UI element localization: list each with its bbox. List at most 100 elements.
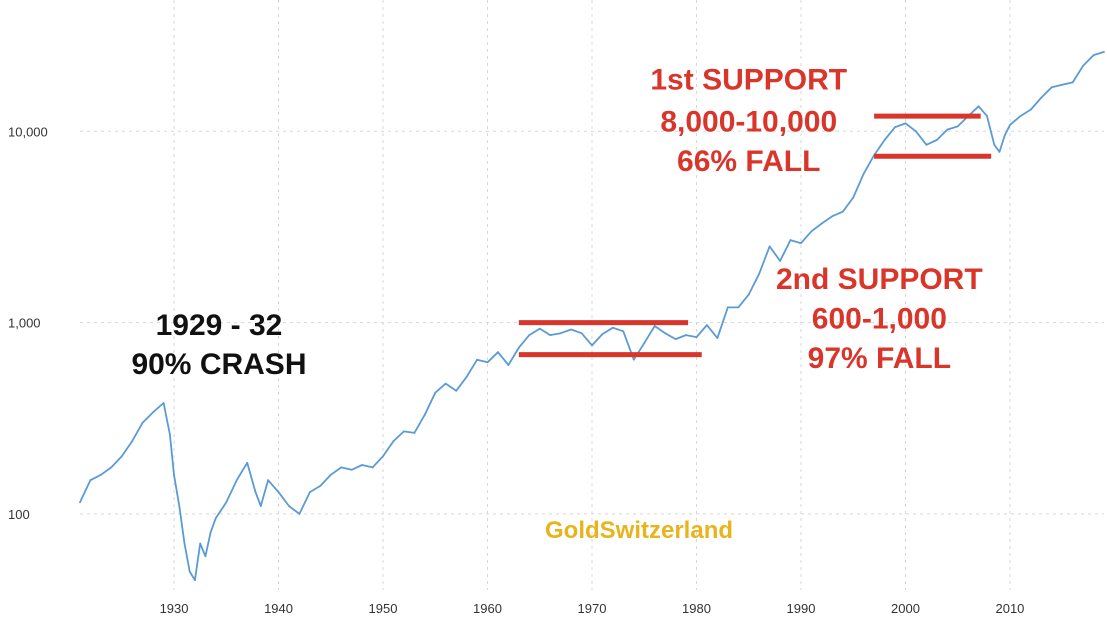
data-point	[183, 542, 186, 545]
data-point	[559, 332, 562, 335]
data-point	[141, 421, 144, 424]
data-point	[915, 130, 917, 133]
data-point	[653, 325, 656, 327]
watermark: GoldSwitzerland	[545, 517, 733, 544]
data-point	[737, 306, 740, 309]
data-point	[204, 555, 207, 558]
data-point	[831, 215, 834, 218]
x-tick-label: 1930	[160, 601, 189, 616]
data-point	[993, 143, 996, 146]
data-point	[538, 327, 541, 330]
data-point	[779, 260, 781, 262]
data-point	[194, 579, 196, 582]
data-point	[246, 461, 249, 464]
data-point	[413, 432, 416, 434]
y-tick-labels: 100 1,000 10,000	[8, 124, 48, 522]
data-point	[1009, 124, 1011, 126]
data-point	[319, 485, 322, 487]
data-point	[1040, 96, 1043, 99]
data-point	[382, 455, 384, 458]
data-point	[350, 468, 353, 471]
data-point	[1092, 54, 1095, 56]
data-point	[152, 411, 155, 414]
annotation-text: 1929 - 32	[156, 309, 283, 342]
data-point	[549, 334, 552, 336]
data-point	[235, 479, 238, 482]
data-point	[601, 333, 604, 335]
data-point	[716, 337, 719, 339]
data-point	[956, 125, 959, 128]
data-point	[486, 361, 489, 364]
data-point	[476, 358, 478, 361]
annotation-text: 1st SUPPORT	[650, 64, 847, 97]
data-point	[277, 491, 280, 493]
data-point	[1103, 51, 1105, 53]
data-point	[977, 105, 980, 108]
data-point	[89, 479, 92, 482]
data-point	[79, 501, 81, 504]
data-point	[254, 491, 257, 493]
data-point	[946, 128, 949, 131]
data-point	[789, 239, 792, 242]
data-point	[199, 542, 202, 545]
data-point	[403, 430, 405, 433]
data-point	[726, 306, 729, 309]
data-point	[591, 344, 593, 347]
data-point	[214, 517, 217, 519]
annotation-text: 600-1,000	[812, 303, 947, 336]
data-point	[1003, 134, 1006, 137]
data-point	[120, 455, 123, 458]
data-point	[361, 464, 363, 466]
data-point	[178, 505, 181, 507]
data-point	[298, 513, 301, 515]
x-tick-label: 2000	[891, 601, 920, 616]
x-tick-label: 1970	[578, 601, 607, 616]
data-point	[444, 382, 447, 385]
data-point	[998, 151, 1001, 153]
data-point	[810, 230, 813, 233]
data-point	[664, 332, 666, 335]
annotation-text: 97% FALL	[808, 342, 951, 375]
data-point	[528, 334, 531, 336]
x-tick-label: 1990	[787, 601, 816, 616]
data-point	[288, 505, 290, 507]
x-tick-label: 1960	[473, 601, 502, 616]
y-tick-label: 100	[8, 507, 30, 522]
data-point	[329, 473, 332, 476]
data-point	[371, 466, 374, 469]
data-point	[800, 242, 802, 245]
data-point	[518, 346, 520, 349]
data-point	[1050, 86, 1053, 89]
x-tick-label: 1950	[369, 601, 398, 616]
data-point	[392, 440, 395, 442]
data-point	[862, 172, 865, 175]
data-point	[209, 531, 212, 534]
data-point	[852, 196, 855, 199]
data-point	[259, 505, 262, 507]
data-point	[674, 338, 677, 340]
data-point	[507, 364, 510, 366]
data-point	[841, 210, 844, 213]
data-point	[465, 376, 468, 378]
annotation-text: 66% FALL	[677, 145, 820, 178]
data-point	[1030, 108, 1032, 111]
data-point	[110, 466, 113, 469]
data-point	[768, 245, 771, 248]
data-point	[1082, 64, 1084, 67]
data-point	[455, 389, 458, 392]
data-point	[267, 479, 269, 482]
data-point	[622, 330, 625, 333]
data-point	[580, 332, 583, 335]
data-point	[695, 336, 698, 338]
data-point	[685, 334, 687, 336]
data-point	[612, 326, 614, 329]
data-point	[100, 473, 102, 476]
data-point	[173, 473, 175, 476]
data-point	[904, 122, 907, 125]
data-point	[225, 501, 228, 504]
data-point	[925, 143, 928, 146]
x-tick-labels: 1930 1940 1950 1960 1970 1980 1990 2000 2010	[160, 601, 1025, 616]
data-point	[643, 342, 646, 345]
data-point	[706, 324, 708, 326]
